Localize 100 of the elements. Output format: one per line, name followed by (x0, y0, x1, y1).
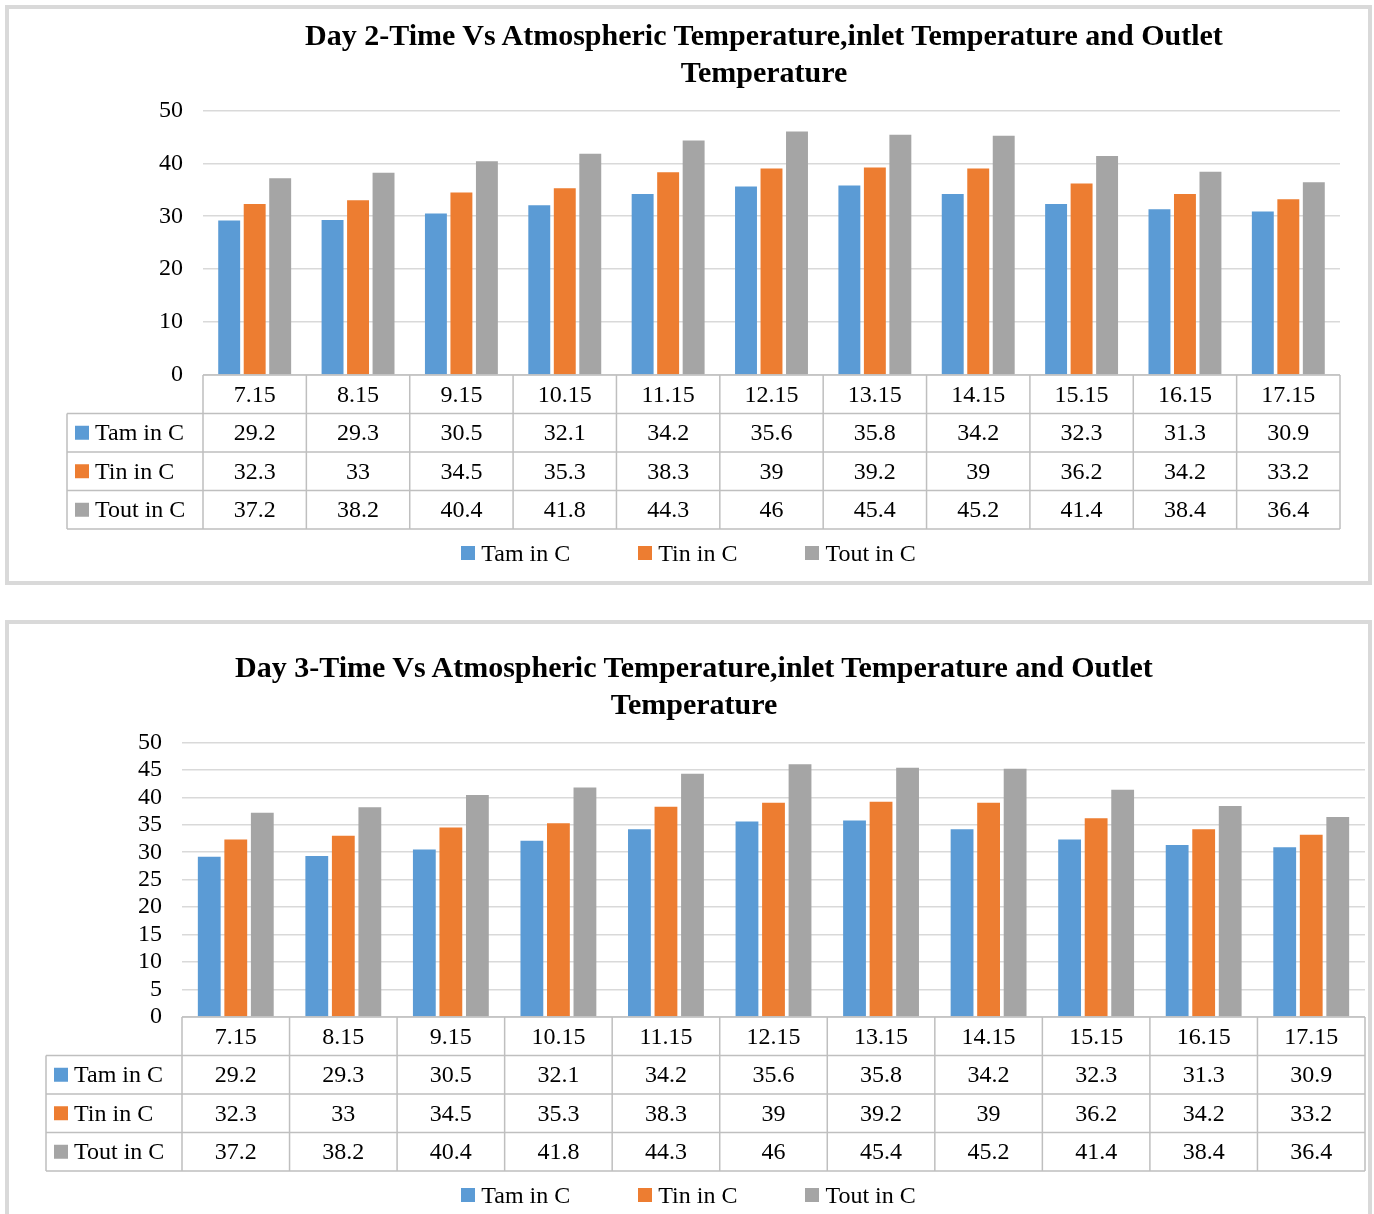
data-label: 41.4 (1060, 496, 1103, 523)
data-label: 45.2 (967, 1138, 1010, 1165)
bar (305, 856, 329, 1017)
data-label: 32.1 (543, 419, 586, 446)
x-tick-label: 13.15 (847, 380, 902, 407)
data-label: 45.2 (957, 496, 1000, 523)
x-tick-label: 16.15 (1157, 380, 1212, 407)
x-tick-label: 11.15 (641, 380, 695, 407)
bar (1165, 845, 1189, 1017)
data-label: 39.2 (853, 457, 896, 484)
bar (547, 823, 570, 1017)
data-label: 35.3 (537, 1099, 580, 1126)
bar (889, 134, 912, 375)
data-label: 31.3 (1182, 1061, 1225, 1088)
text: Tout in C (825, 540, 916, 566)
data-label: 41.8 (543, 496, 586, 523)
data-label: 38.4 (1182, 1138, 1225, 1165)
y-tick-label: 30 (159, 201, 183, 228)
bar (1299, 834, 1323, 1017)
y-tick-label: 25 (138, 865, 162, 891)
data-label: 36.2 (1060, 457, 1103, 484)
bar (992, 135, 1015, 375)
data-label: 33 (346, 457, 371, 484)
data-label: 39 (976, 1099, 1001, 1126)
data-label: 36.4 (1290, 1138, 1333, 1165)
bar (1084, 818, 1108, 1017)
data-label: 34.2 (957, 419, 1000, 446)
bar (553, 188, 576, 375)
data-label: 35.8 (853, 419, 896, 446)
data-label: 34.2 (967, 1061, 1010, 1088)
y-tick-label: 5 (150, 974, 162, 1001)
x-tick-label: 14.15 (951, 380, 1006, 407)
bar (1173, 194, 1196, 375)
data-label: 30.5 (440, 419, 483, 446)
bar (528, 205, 551, 375)
data-label: 34.2 (644, 1061, 687, 1088)
bar (573, 787, 597, 1017)
text: Tin in C (658, 540, 738, 566)
bar (654, 806, 678, 1017)
bar (838, 185, 861, 375)
bar (1045, 204, 1068, 375)
legend-label: Tam in C (95, 419, 184, 446)
data-label: 29.2 (214, 1061, 257, 1088)
bar (579, 153, 602, 375)
x-tick-label: 7.15 (233, 380, 276, 407)
data-label: 35.6 (750, 419, 793, 446)
y-tick-label: 10 (138, 947, 162, 974)
data-label: 32.3 (1060, 419, 1103, 446)
bar (412, 849, 436, 1017)
data-label: 37.2 (214, 1138, 257, 1165)
x-tick-label: 11.15 (639, 1022, 693, 1049)
legend-label: Tout in C (95, 496, 186, 523)
bar (331, 835, 355, 1017)
bar (224, 839, 248, 1017)
bar (358, 807, 382, 1017)
y-tick-label: 40 (138, 782, 162, 809)
bar (681, 773, 704, 1017)
data-label: 33 (331, 1099, 356, 1126)
data-label: 39 (761, 1099, 786, 1126)
data-label: 31.3 (1163, 419, 1206, 446)
bar (896, 767, 919, 1017)
bar (1070, 183, 1093, 375)
y-tick-label: 20 (138, 892, 162, 919)
chart-title: Day 2-Time Vs Atmospheric Temperature,inlet Temperature and Outlet Temperature (304, 17, 1224, 90)
legend-label: Tout in C (74, 1138, 165, 1165)
bar (1003, 768, 1027, 1017)
bar (762, 802, 785, 1017)
y-tick-label: 0 (171, 360, 183, 387)
data-label: 38.2 (337, 496, 380, 523)
data-label: 37.2 (233, 496, 276, 523)
bar (735, 821, 759, 1017)
data-label: 39 (759, 457, 784, 484)
data-label: 39.2 (860, 1099, 903, 1126)
data-label: 44.3 (647, 496, 690, 523)
data-label: 38.3 (647, 457, 690, 484)
data-label: 34.2 (1182, 1099, 1225, 1126)
y-tick-label: 50 (138, 727, 162, 754)
data-label: 30.5 (429, 1061, 472, 1088)
x-tick-label: 12.15 (746, 1022, 801, 1049)
x-tick-label: 8.15 (337, 380, 380, 407)
x-tick-label: 12.15 (744, 380, 799, 407)
x-tick-label: 9.15 (440, 380, 483, 407)
bar (1148, 209, 1171, 375)
bar (786, 131, 808, 375)
x-tick-label: 15.15 (1069, 1022, 1124, 1049)
bar (657, 172, 680, 375)
data-label: 30.9 (1267, 419, 1310, 446)
bar (1111, 789, 1135, 1017)
y-tick-label: 10 (159, 307, 183, 334)
bar (1218, 806, 1242, 1017)
bar (1277, 199, 1300, 375)
y-tick-label: 30 (138, 837, 162, 864)
x-tick-label: 13.15 (854, 1022, 909, 1049)
bar (218, 220, 241, 375)
legend-label: Tam in C (74, 1061, 163, 1088)
data-label: 38.4 (1163, 496, 1206, 523)
bar (1199, 171, 1222, 375)
data-label: 46 (759, 496, 784, 523)
data-label: 33.2 (1267, 457, 1310, 484)
data-label: 34.2 (647, 419, 690, 446)
